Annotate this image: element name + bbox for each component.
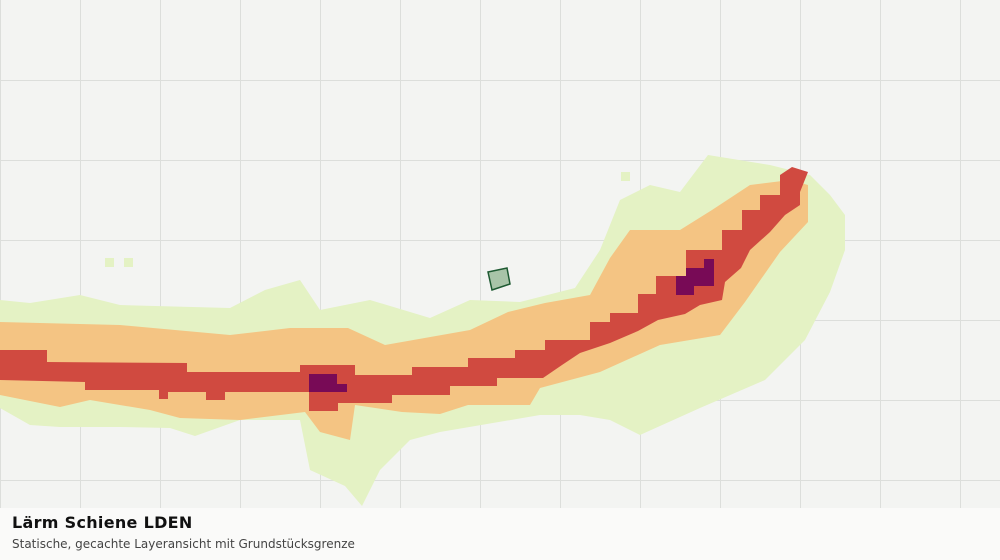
noise-zone-low-patch [124,258,133,267]
noise-zone-low-patch [621,172,630,181]
map-view [0,0,1000,508]
legend-panel: Lärm Schiene LDEN Statische, gecachte La… [0,508,1000,560]
layer-title: Lärm Schiene LDEN [12,513,193,532]
noise-zone-very-high [676,259,714,295]
noise-zone-low-patch [105,258,114,267]
parcel-boundary[interactable] [487,267,511,291]
noise-zone-very-high [309,374,347,392]
map-background [0,0,1000,508]
layer-subtitle: Statische, gecachte Layeransicht mit Gru… [12,537,355,551]
